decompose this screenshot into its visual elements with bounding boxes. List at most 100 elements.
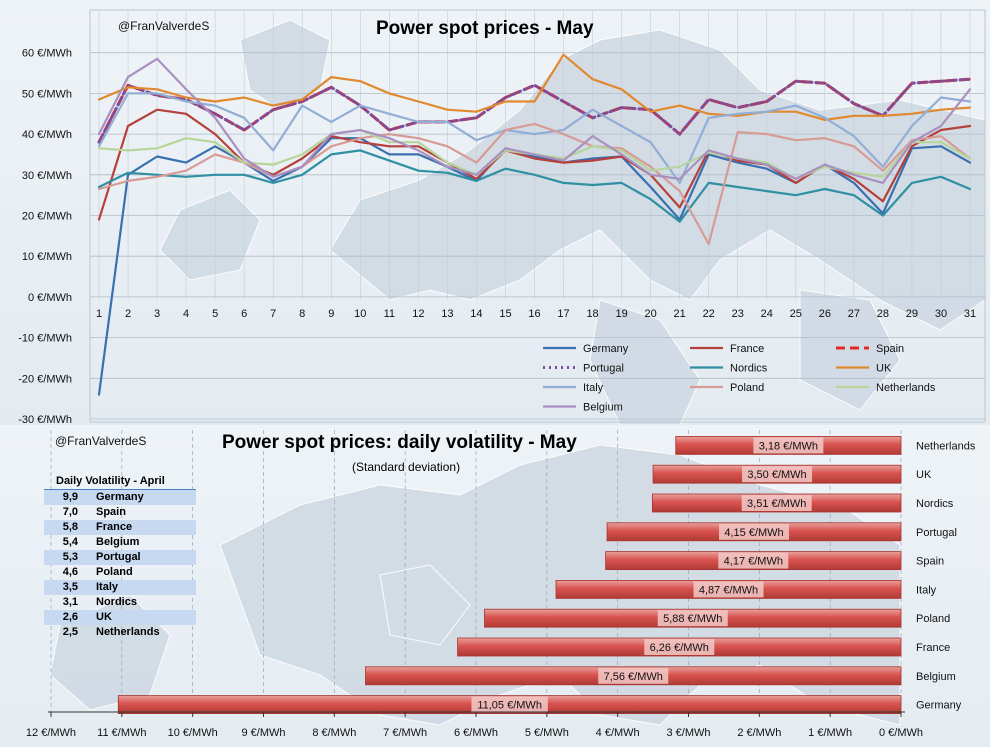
x-tick-label: 16 <box>528 308 540 320</box>
table-row: 5,8 France <box>44 520 196 535</box>
category-label-france: France <box>916 642 950 654</box>
volatility-value: 3,5 <box>44 580 92 595</box>
value-label-nordics: 3,51 €/MWh <box>747 498 806 510</box>
x-tick-label: 7 €/MWh <box>383 727 427 739</box>
x-tick-label: 2 €/MWh <box>737 727 781 739</box>
legend-label-uk: UK <box>876 363 892 375</box>
y-tick-label: -10 €/MWh <box>18 333 72 345</box>
country-name: Belgium <box>96 536 140 548</box>
x-tick-label: 19 <box>615 308 627 320</box>
x-axis-ticks: 1 2 3 4 5 6 7 8 9 10 11 12 13 14 15 16 17 18 19 20 21 22 23 24 2… <box>96 308 976 320</box>
y-tick-label: 60 €/MWh <box>22 48 72 60</box>
x-tick-label: 3 <box>154 308 160 320</box>
value-label-uk: 3,50 €/MWh <box>747 469 806 481</box>
legend-label-germany: Germany <box>583 343 629 355</box>
x-tick-label: 23 <box>732 308 744 320</box>
x-tick-label: 9 <box>328 308 334 320</box>
country-name: Italy <box>92 580 196 595</box>
volatility-value: 7,0 <box>62 506 78 518</box>
value-label-poland: 5,88 €/MWh <box>663 613 722 625</box>
category-label-spain: Spain <box>916 556 944 568</box>
europe-map-watermark <box>159 19 986 426</box>
bar-chart-title: Power spot prices: daily volatility - Ma… <box>222 432 577 453</box>
x-axis-ticks: 12 €/MWh 11 €/MWh 10 €/MWh 9 €/MWh 8 €/MWh 7 … <box>26 712 923 739</box>
x-tick-label: 10 <box>354 308 366 320</box>
volatility-value: 9,9 <box>44 489 92 505</box>
volatility-value: 5,3 <box>44 550 92 565</box>
value-label-germany: 11,05 €/MWh <box>477 700 542 712</box>
x-gridlines <box>50 430 902 712</box>
series-lines <box>97 53 972 396</box>
table-row: 2,6 UK <box>44 610 196 625</box>
line-chart-panel: -30 €/MWh -20 €/MWh -10 €/MWh 0 €/MWh 10 €/M… <box>0 0 990 426</box>
value-label-france: 6,26 €/MWh <box>650 642 709 654</box>
x-tick-label: 20 <box>645 308 657 320</box>
series-line-nordics <box>97 149 972 223</box>
x-tick-label: 6 <box>241 308 247 320</box>
volatility-value: 4,6 <box>62 566 78 578</box>
table-title: Daily Volatility - April <box>44 473 196 490</box>
plot-frame <box>89 9 986 423</box>
table-row: 4,6 Poland <box>44 565 196 580</box>
volatility-value: 5,8 <box>44 520 92 535</box>
table-row: 9,9 Germany <box>44 489 196 505</box>
watermark-handle: @FranValverdeS <box>55 434 147 448</box>
x-tick-label: 2 <box>125 308 131 320</box>
country-name: UK <box>92 610 196 625</box>
legend-label-spain: Spain <box>876 343 904 355</box>
country-name: Netherlands <box>96 626 160 638</box>
x-tick-label: 14 <box>470 308 482 320</box>
value-label-italy: 4,87 €/MWh <box>699 584 758 596</box>
category-label-belgium: Belgium <box>916 671 956 683</box>
country-name: Spain <box>96 506 126 518</box>
bars: 3,18 €/MWh Netherlands 3,50 €/MWh UK 3,51 €/… <box>117 435 976 715</box>
table-row: 3,1 Nordics <box>44 595 196 610</box>
x-tick-label: 30 <box>935 308 947 320</box>
series-line-italy <box>97 92 972 184</box>
x-tick-label: 0 €/MWh <box>879 727 923 739</box>
value-label-portugal: 4,15 €/MWh <box>724 527 783 539</box>
x-tick-label: 4 <box>183 308 189 320</box>
value-label-bg <box>718 552 789 569</box>
x-tick-label: 27 <box>848 308 860 320</box>
x-tick-label: 11 €/MWh <box>97 727 146 739</box>
x-tick-label: 9 €/MWh <box>241 727 285 739</box>
x-tick-label: 12 <box>412 308 424 320</box>
series-line-uk <box>97 53 972 122</box>
value-label-bg <box>471 696 548 713</box>
y-tick-label: 20 €/MWh <box>22 211 72 223</box>
x-tick-label: 18 <box>586 308 598 320</box>
value-label-bg <box>644 639 715 655</box>
table-row: 3,5 Italy <box>44 580 196 595</box>
legend-label-italy: Italy <box>583 382 604 394</box>
x-tick-label: 26 <box>819 308 831 320</box>
legend-label-portugal: Portugal <box>583 363 624 375</box>
table-row: 5,4 Belgium <box>44 535 196 550</box>
value-label-bg <box>719 523 790 540</box>
y-tick-label: 0 €/MWh <box>28 292 72 304</box>
country-name: Germany <box>92 489 196 505</box>
category-label-nordics: Nordics <box>916 498 954 510</box>
x-tick-label: 12 €/MWh <box>26 727 76 739</box>
line-chart: -30 €/MWh -20 €/MWh -10 €/MWh 0 €/MWh 10 €/M… <box>0 0 990 426</box>
country-name: Nordics <box>96 596 137 608</box>
volatility-value: 2,5 <box>62 626 78 638</box>
volatility-value: 2,6 <box>44 610 92 625</box>
category-label-italy: Italy <box>916 584 937 596</box>
y-tick-label: 50 €/MWh <box>22 88 72 100</box>
x-tick-label: 24 <box>761 308 773 320</box>
value-label-bg <box>741 495 812 511</box>
country-name: France <box>92 520 196 535</box>
volatility-value: 5,4 <box>62 536 78 548</box>
legend-label-poland: Poland <box>730 382 764 394</box>
table-body: 9,9 Germany 7,0 Spain 5,8 France 5,4 Belgium 5,3… <box>44 489 196 641</box>
volatility-value: 3,1 <box>62 596 78 608</box>
x-tick-label: 15 <box>499 308 511 320</box>
x-tick-label: 1 €/MWh <box>808 727 852 739</box>
x-tick-label: 4 €/MWh <box>596 727 640 739</box>
x-tick-label: 22 <box>703 308 715 320</box>
x-tick-label: 28 <box>877 308 889 320</box>
value-label-bg <box>742 466 813 483</box>
x-tick-label: 17 <box>557 308 569 320</box>
